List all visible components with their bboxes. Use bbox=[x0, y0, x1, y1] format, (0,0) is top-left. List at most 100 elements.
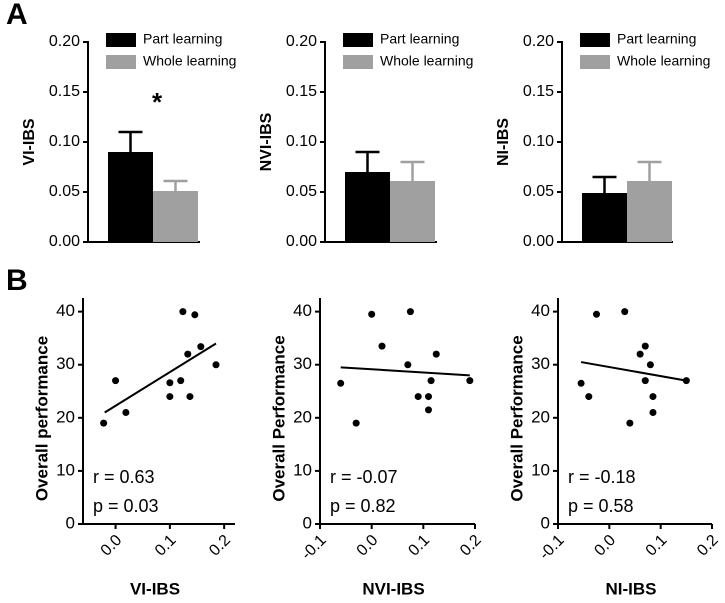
legend-label: Whole learning bbox=[617, 53, 710, 69]
point bbox=[649, 409, 657, 416]
trend-line bbox=[340, 366, 470, 377]
legend-swatch bbox=[580, 55, 610, 69]
legend-label: Part learning bbox=[617, 31, 696, 47]
y-tick-label: 0.15 bbox=[523, 83, 554, 100]
y-tick-label: 20 bbox=[293, 407, 312, 426]
bar bbox=[582, 193, 627, 242]
y-axis-label: Overall Performance bbox=[269, 335, 288, 501]
point bbox=[427, 377, 435, 385]
point bbox=[406, 308, 414, 316]
x-tick-label: -0.1 bbox=[536, 532, 568, 564]
y-tick-label: 0.00 bbox=[523, 233, 554, 250]
bar bbox=[108, 152, 153, 242]
y-tick-label: 0.05 bbox=[523, 183, 554, 200]
y-tick-label: 40 bbox=[531, 301, 550, 320]
point bbox=[432, 350, 440, 358]
y-axis-label: NI-IBS bbox=[495, 118, 512, 166]
y-tick-label: 0.20 bbox=[523, 33, 554, 50]
stat-annotation: p = 0.03 bbox=[93, 496, 159, 516]
y-tick-label: 30 bbox=[531, 354, 550, 373]
point bbox=[337, 379, 345, 387]
y-tick-label: 30 bbox=[293, 354, 312, 373]
bar bbox=[627, 181, 672, 242]
trend-line bbox=[580, 361, 687, 382]
y-tick-label: 0.20 bbox=[49, 33, 80, 50]
y-tick-label: 0.10 bbox=[49, 133, 80, 150]
point bbox=[649, 393, 657, 401]
point bbox=[577, 379, 585, 387]
y-tick-label: 0.05 bbox=[286, 183, 317, 200]
legend-swatch bbox=[106, 33, 136, 47]
legend-label: Whole learning bbox=[143, 53, 236, 69]
x-tick-label: 0.1 bbox=[405, 532, 433, 560]
point bbox=[197, 343, 205, 351]
bar bbox=[153, 191, 198, 242]
y-tick-label: 10 bbox=[56, 460, 75, 479]
y-tick-label: 40 bbox=[293, 301, 312, 320]
trend-line bbox=[104, 342, 217, 414]
stat-annotation: r = 0.63 bbox=[93, 467, 155, 487]
y-tick-label: 0.10 bbox=[523, 133, 554, 150]
x-axis-label: NI-IBS bbox=[606, 579, 657, 598]
y-tick-label: 20 bbox=[531, 407, 550, 426]
legend-swatch bbox=[580, 33, 610, 47]
legend-label: Part learning bbox=[380, 31, 459, 47]
x-axis-label: NVI-IBS bbox=[362, 579, 424, 598]
y-tick-label: 0.20 bbox=[286, 33, 317, 50]
x-tick-label: -0.1 bbox=[298, 532, 330, 564]
panel-label: A bbox=[6, 0, 28, 31]
y-tick-label: 0.00 bbox=[49, 233, 80, 250]
point bbox=[368, 310, 376, 318]
y-tick-label: 20 bbox=[56, 407, 75, 426]
stat-annotation: r = -0.18 bbox=[568, 467, 636, 487]
x-tick-label: 0.2 bbox=[457, 532, 485, 560]
x-tick-label: 0.2 bbox=[694, 532, 722, 560]
y-axis-label: Overall performance bbox=[32, 336, 51, 501]
y-axis-label: Overall Performance bbox=[507, 335, 526, 501]
stat-annotation: p = 0.82 bbox=[330, 496, 396, 516]
point bbox=[122, 409, 130, 416]
point bbox=[682, 377, 690, 385]
point bbox=[212, 361, 220, 369]
point bbox=[100, 419, 108, 427]
point bbox=[177, 377, 185, 385]
legend-swatch bbox=[106, 55, 136, 69]
point bbox=[626, 419, 634, 427]
y-tick-label: 30 bbox=[56, 354, 75, 373]
x-tick-label: 0.0 bbox=[98, 532, 126, 560]
point bbox=[585, 393, 593, 401]
bar bbox=[345, 172, 390, 242]
x-tick-label: 0.0 bbox=[591, 532, 619, 560]
legend-swatch bbox=[343, 33, 373, 47]
x-tick-label: 0.0 bbox=[354, 532, 382, 560]
y-tick-label: 0 bbox=[303, 513, 312, 532]
point bbox=[352, 419, 360, 427]
y-axis-label: VI-IBS bbox=[21, 118, 38, 165]
stat-annotation: p = 0.58 bbox=[568, 496, 634, 516]
x-tick-label: 0.2 bbox=[206, 532, 234, 560]
point bbox=[404, 361, 412, 369]
point bbox=[414, 393, 422, 401]
point bbox=[166, 379, 174, 387]
point bbox=[186, 393, 194, 401]
stat-annotation: r = -0.07 bbox=[330, 467, 398, 487]
legend-label: Whole learning bbox=[380, 53, 473, 69]
panel-label: B bbox=[6, 264, 28, 297]
legend-swatch bbox=[343, 55, 373, 69]
point bbox=[593, 310, 600, 318]
point bbox=[466, 377, 474, 385]
bar bbox=[390, 181, 435, 242]
point bbox=[646, 361, 654, 369]
y-tick-label: 0.15 bbox=[286, 83, 317, 100]
point bbox=[621, 308, 629, 316]
point bbox=[191, 311, 199, 319]
legend-label: Part learning bbox=[143, 31, 222, 47]
y-axis-label: NVI-IBS bbox=[258, 112, 275, 171]
point bbox=[425, 406, 432, 414]
point bbox=[425, 393, 432, 401]
point bbox=[179, 308, 187, 316]
y-tick-label: 0.05 bbox=[49, 183, 80, 200]
point bbox=[112, 377, 120, 385]
point bbox=[378, 342, 386, 350]
